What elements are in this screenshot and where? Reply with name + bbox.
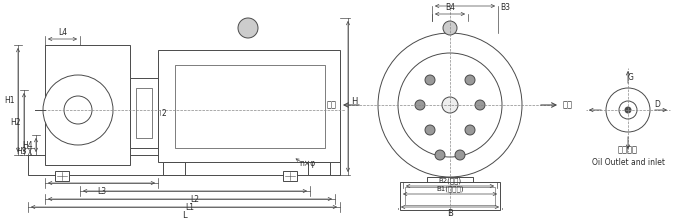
Circle shape: [378, 33, 522, 177]
Text: H4: H4: [22, 140, 33, 150]
Bar: [283, 171, 297, 181]
Circle shape: [465, 75, 475, 85]
Text: L3: L3: [97, 187, 106, 196]
Circle shape: [465, 125, 475, 135]
Bar: [130, 78, 158, 148]
Text: H3: H3: [16, 147, 27, 156]
Circle shape: [415, 100, 425, 110]
Text: L1: L1: [186, 203, 194, 212]
Text: H1: H1: [5, 95, 15, 104]
Text: 2: 2: [162, 109, 167, 118]
Circle shape: [425, 125, 435, 135]
Circle shape: [398, 53, 502, 157]
Circle shape: [475, 100, 485, 110]
Text: 出口: 出口: [327, 100, 337, 109]
Bar: [136, 88, 152, 138]
Text: B4: B4: [445, 3, 455, 12]
Text: L4: L4: [58, 28, 67, 37]
Circle shape: [606, 88, 650, 132]
Text: Oil Outlet and inlet: Oil Outlet and inlet: [592, 158, 664, 167]
Text: B3: B3: [500, 3, 510, 12]
Circle shape: [238, 18, 258, 38]
Text: 进口: 进口: [563, 100, 573, 109]
Circle shape: [435, 150, 445, 160]
Text: B2(泵端): B2(泵端): [439, 177, 462, 184]
Text: L: L: [182, 211, 186, 218]
Bar: [175, 65, 325, 148]
Text: L2: L2: [190, 195, 199, 204]
Bar: [308, 162, 330, 175]
Text: H: H: [351, 97, 358, 106]
Text: D: D: [654, 99, 660, 109]
Circle shape: [425, 75, 435, 85]
Bar: [163, 162, 185, 175]
Text: 进出油口: 进出油口: [618, 145, 638, 154]
Circle shape: [43, 75, 113, 145]
Text: H2: H2: [10, 118, 21, 127]
Circle shape: [64, 96, 92, 124]
Text: B: B: [447, 209, 453, 218]
Text: G: G: [628, 73, 634, 82]
Bar: [405, 187, 495, 205]
Circle shape: [455, 150, 465, 160]
Bar: [400, 182, 500, 210]
Bar: [55, 171, 69, 181]
Bar: [158, 50, 340, 162]
Bar: [427, 177, 473, 195]
Bar: [28, 155, 340, 175]
Text: B1(电机端): B1(电机端): [437, 185, 464, 192]
Circle shape: [625, 107, 631, 113]
Bar: [45, 45, 130, 165]
Circle shape: [619, 101, 637, 119]
Circle shape: [443, 21, 457, 35]
Circle shape: [442, 97, 458, 113]
Text: n×φ: n×φ: [299, 158, 316, 167]
